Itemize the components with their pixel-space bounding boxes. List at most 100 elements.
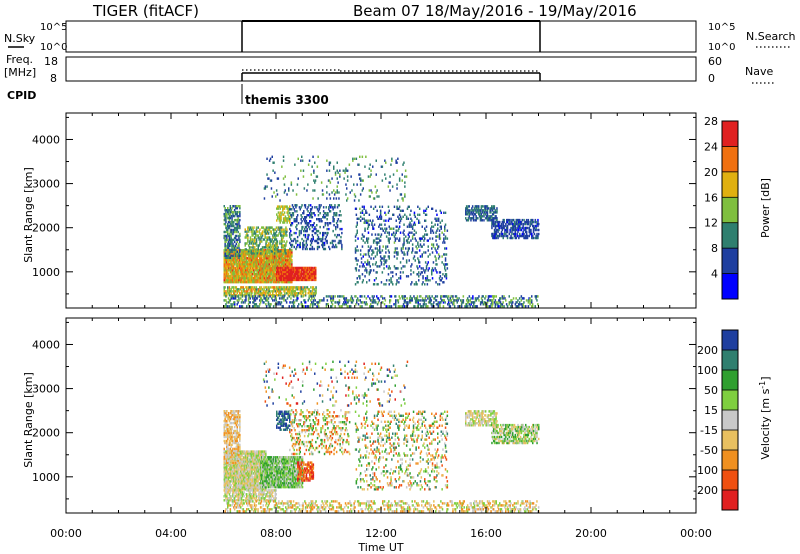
data-cell (288, 259, 290, 262)
data-cell (244, 244, 246, 247)
data-cell (336, 169, 338, 172)
data-cell (279, 278, 281, 282)
data-cell (262, 276, 264, 280)
data-cell (527, 301, 530, 304)
data-cell (336, 185, 338, 188)
data-cell (279, 211, 281, 214)
data-cell (426, 275, 429, 278)
data-cell (229, 238, 232, 242)
data-cell (277, 294, 279, 297)
data-cell (315, 272, 317, 276)
data-cell (315, 266, 317, 270)
data-cell (500, 222, 503, 226)
data-cell (251, 278, 253, 282)
data-cell (379, 205, 381, 208)
data-cell (518, 222, 520, 226)
data-cell (501, 226, 504, 230)
data-cell (349, 305, 351, 308)
data-cell (256, 261, 258, 264)
data-cell (392, 227, 395, 230)
data-cell (245, 274, 247, 278)
data-cell (369, 219, 371, 222)
data-cell (440, 301, 442, 304)
data-cell (290, 278, 293, 282)
data-cell (411, 249, 414, 252)
data-cell (366, 263, 369, 266)
data-cell (518, 305, 520, 308)
data-cell (259, 267, 261, 270)
data-cell (317, 303, 319, 306)
data-cell (225, 216, 227, 220)
data-cell (262, 226, 265, 229)
data-cell (263, 270, 265, 274)
data-cell (271, 244, 273, 247)
data-cell (287, 261, 290, 264)
data-cell (295, 206, 297, 209)
data-cell (272, 274, 275, 278)
data-cell (524, 236, 526, 240)
data-cell (528, 234, 530, 238)
data-cell (361, 189, 364, 192)
data-cell (226, 226, 228, 230)
data-cell (406, 253, 409, 256)
data-cell (308, 288, 310, 291)
data-cell (280, 280, 283, 284)
data-cell (512, 297, 515, 300)
data-cell (232, 212, 234, 216)
data-cell (233, 305, 236, 308)
data-cell (271, 257, 273, 260)
data-cell (294, 266, 296, 270)
data-cell (270, 240, 272, 243)
data-cell (493, 205, 496, 208)
data-cell (226, 251, 228, 254)
data-cell (426, 263, 429, 266)
data-cell (284, 280, 286, 284)
data-cell (286, 270, 288, 274)
data-cell (312, 229, 314, 233)
data-cell (246, 232, 248, 235)
data-cell (284, 268, 287, 272)
data-cell (257, 226, 259, 229)
data-cell (298, 268, 300, 272)
data-cell (315, 288, 317, 291)
data-cell (309, 294, 311, 297)
data-cell (326, 231, 328, 235)
data-cell (466, 303, 468, 306)
data-cell (486, 209, 489, 212)
data-cell (278, 250, 280, 253)
data-cell (246, 270, 249, 274)
data-cell (474, 209, 476, 212)
data-cell (223, 253, 225, 256)
data-cell (357, 303, 360, 306)
data-cell (382, 301, 384, 304)
data-cell (230, 270, 232, 274)
data-cell (323, 243, 326, 247)
data-cell (303, 212, 305, 215)
data-cell (236, 290, 238, 293)
data-cell (263, 295, 265, 298)
data-cell (235, 205, 238, 208)
data-cell (278, 255, 281, 258)
data-cell (305, 222, 308, 225)
data-cell (239, 212, 241, 216)
data-cell (289, 259, 291, 262)
data-cell (323, 297, 325, 300)
data-cell (259, 272, 261, 276)
data-cell (442, 299, 445, 302)
data-cell (301, 220, 303, 223)
data-cell (268, 278, 270, 282)
data-cell (293, 231, 295, 235)
data-cell (290, 237, 292, 241)
data-cell (244, 261, 246, 264)
data-cell (330, 295, 333, 298)
data-cell (249, 240, 252, 243)
data-cell (270, 257, 272, 260)
data-cell (278, 265, 280, 268)
data-cell (382, 245, 384, 248)
data-cell (231, 263, 233, 266)
data-cell (237, 259, 239, 262)
data-cell (318, 218, 321, 221)
data-cell (279, 286, 282, 289)
data-cell (492, 295, 495, 298)
